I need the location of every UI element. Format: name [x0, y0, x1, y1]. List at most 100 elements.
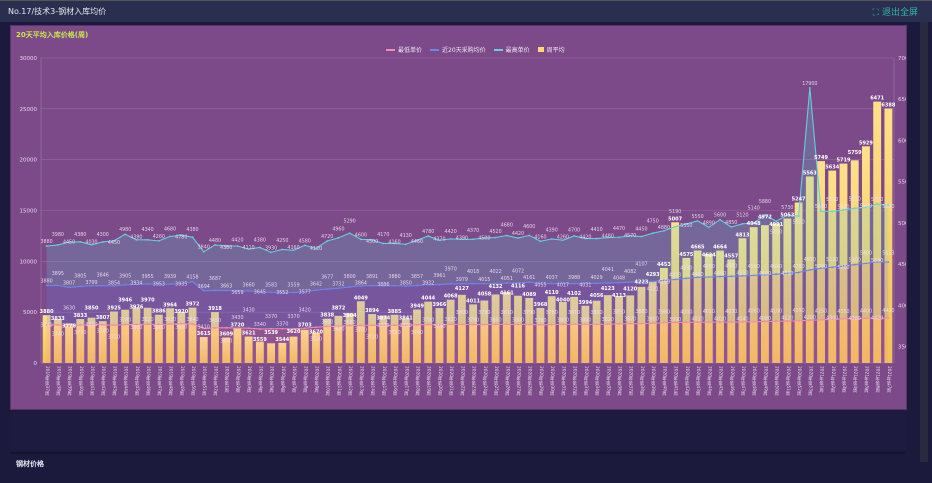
avg-price-data-label: 4158: [186, 275, 198, 281]
avg-price-data-label: 3880: [388, 274, 400, 280]
avg-price-data-label: 3663: [220, 283, 232, 289]
bar: [772, 223, 781, 363]
low-price-data-label: 3370: [265, 314, 277, 320]
low-price-point: [348, 324, 351, 327]
low-price-data-label: 4060: [748, 309, 760, 315]
x-tick-label: 2019年第41周: [89, 366, 95, 397]
bar-data-label: 3972: [186, 302, 200, 308]
legend-item-low[interactable]: 最低单价: [386, 45, 422, 54]
high-price-point: [741, 222, 744, 225]
low-price-data-label: 3760: [411, 330, 423, 336]
legend-item-bar[interactable]: 周平均: [537, 45, 565, 54]
low-price-point: [326, 325, 329, 328]
x-tick-label: 2020年第15周: [381, 366, 387, 397]
avg-price-point: [618, 281, 620, 284]
avg-price-point: [808, 269, 811, 271]
low-price-data-label: 3470: [220, 339, 232, 345]
avg-price-data-label: 3677: [321, 275, 333, 281]
bar: [177, 311, 186, 363]
x-tick-label: 2021年第5周: [863, 366, 869, 394]
legend-item-high[interactable]: 最高单价: [493, 45, 530, 54]
bar-data-label: 3994: [578, 300, 592, 306]
bar: [671, 222, 680, 363]
high-price-point: [663, 229, 665, 232]
high-price-data-label: 4460: [411, 239, 423, 245]
low-price-point: [202, 327, 205, 330]
bar: [154, 314, 163, 363]
high-price-data-label: 17900: [802, 81, 817, 87]
high-price-data-label: 4680: [501, 222, 513, 228]
x-tick-label: 2020年第41周: [673, 366, 679, 397]
avg-price-point: [393, 284, 396, 287]
bar-data-label: 5563: [803, 170, 817, 176]
bar-data-label: 4056: [590, 293, 604, 299]
avg-price-data-label: 3800: [344, 274, 356, 280]
high-price-point: [685, 223, 688, 225]
page-scrollbar[interactable]: [920, 22, 928, 462]
low-price-point: [270, 327, 272, 330]
low-price-point: [674, 321, 677, 324]
bar-data-label: 4102: [567, 291, 581, 297]
legend-line-marker-icon: [386, 48, 395, 51]
bar-data-label: 4972: [758, 215, 772, 221]
avg-price-point: [90, 284, 93, 287]
x-tick-label: 2019年第42周: [100, 366, 106, 397]
x-tick-label: 2020年第31周: [560, 366, 566, 397]
x-tick-label: 2020年第25周: [493, 366, 499, 397]
high-price-data-label: 3980: [52, 232, 64, 238]
bar: [570, 296, 579, 363]
bar: [121, 309, 130, 363]
low-price-point: [214, 327, 216, 329]
bar-data-label: 3946: [118, 298, 132, 304]
avg-price-point: [371, 284, 373, 287]
exit-fullscreen-button[interactable]: ⛶ 退出全屏: [873, 5, 918, 18]
x-tick-label: 2020年第48周: [751, 366, 757, 397]
avg-price-data-label: 3645: [254, 289, 266, 295]
bar: [457, 294, 466, 363]
bar-data-label: 5929: [859, 140, 873, 146]
avg-price-point: [169, 283, 171, 285]
legend-item-avg[interactable]: 近20天采购均价: [430, 45, 486, 54]
x-tick-label: 2020年第21周: [448, 366, 454, 397]
x-tick-label: 2021年第4周: [852, 366, 858, 394]
low-price-data-label: 3810: [568, 310, 580, 316]
x-tick-label: 2020年第1周: [224, 366, 230, 394]
high-price-point: [460, 238, 463, 241]
low-price-point: [247, 327, 250, 330]
bar-data-label: 4110: [545, 290, 559, 296]
low-price-point: [808, 319, 811, 322]
high-price-data-label: 5600: [882, 204, 894, 210]
x-tick-label: 2020年第9周: [313, 366, 319, 394]
low-price-data-label: 4010: [691, 317, 703, 323]
high-price-point: [348, 232, 351, 235]
avg-price-data-label: 3988: [568, 275, 580, 281]
high-price-data-label: 5120: [736, 212, 748, 218]
bar: [446, 299, 455, 363]
avg-price-point: [135, 283, 138, 286]
low-price-line: [46, 317, 889, 330]
low-price-point: [550, 323, 553, 326]
bar: [267, 343, 276, 363]
low-price-point: [427, 323, 430, 326]
low-price-data-label: 3620: [332, 327, 344, 333]
bar: [188, 307, 197, 363]
avg-price-data-label: 4330: [680, 265, 692, 271]
high-price-data-label: 5140: [748, 206, 760, 212]
avg-price-point: [685, 277, 688, 280]
bar: [278, 342, 287, 363]
y-right-tick-label: 4000: [898, 303, 906, 309]
high-price-data-label: 4600: [355, 232, 367, 238]
high-price-data-label: 3840: [198, 245, 210, 251]
avg-price-data-label: 4560: [748, 264, 760, 270]
avg-price-data-label: 5120: [826, 257, 838, 263]
low-price-data-label: 3850: [175, 324, 187, 330]
high-price-point: [258, 246, 261, 249]
low-price-point: [225, 326, 228, 329]
x-tick-label: 2020年第51周: [785, 366, 791, 397]
avg-price-point: [606, 282, 609, 284]
high-price-point: [865, 206, 867, 209]
bar-data-label: 3620: [287, 329, 301, 335]
high-price-point: [696, 219, 699, 222]
bar-data-label: 4058: [477, 292, 491, 298]
bar-data-label: 5053: [780, 212, 794, 218]
